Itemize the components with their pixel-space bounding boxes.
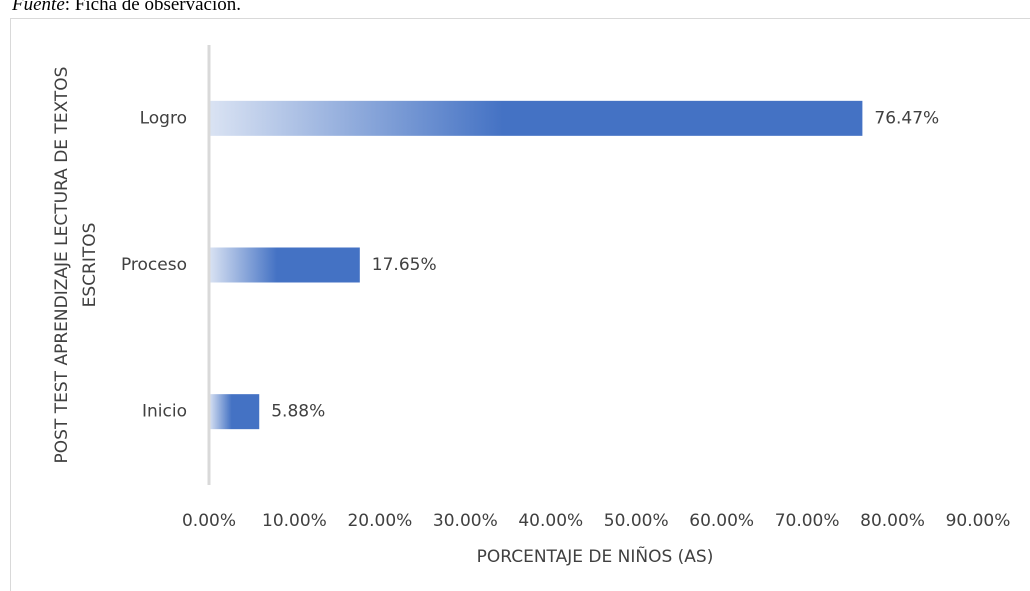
bar: [209, 394, 260, 430]
x-tick-label: 70.00%: [775, 511, 840, 531]
source-label: Fuente: [11, 0, 65, 15]
y-axis-title: POST TEST APRENDIZAJE LECTURA DE TEXTOS: [52, 67, 72, 464]
bar: [209, 247, 360, 283]
y-tick-label: Logro: [140, 108, 187, 128]
x-tick-label: 90.00%: [946, 511, 1011, 531]
x-tick-label: 10.00%: [262, 511, 327, 531]
x-tick-label: 80.00%: [860, 511, 925, 531]
x-tick-label: 50.00%: [604, 511, 669, 531]
y-tick-label: Inicio: [142, 402, 187, 422]
source-note: Fuente: Ficha de observación.: [11, 0, 241, 15]
x-tick-label: 60.00%: [689, 511, 754, 531]
x-axis-title: PORCENTAJE DE NIÑOS (AS): [477, 545, 714, 567]
y-axis-title: ESCRITOS: [80, 223, 100, 308]
source-text: : Ficha de observación.: [65, 0, 241, 15]
data-label: 76.47%: [874, 108, 939, 128]
data-label: 5.88%: [271, 402, 325, 422]
x-tick-label: 20.00%: [347, 511, 412, 531]
y-tick-label: Proceso: [121, 255, 187, 275]
chart-frame: [10, 18, 1030, 591]
x-tick-label: 30.00%: [433, 511, 498, 531]
data-label: 17.65%: [372, 255, 437, 275]
x-tick-label: 0.00%: [182, 511, 236, 531]
x-tick-label: 40.00%: [518, 511, 583, 531]
bar: [209, 100, 863, 136]
